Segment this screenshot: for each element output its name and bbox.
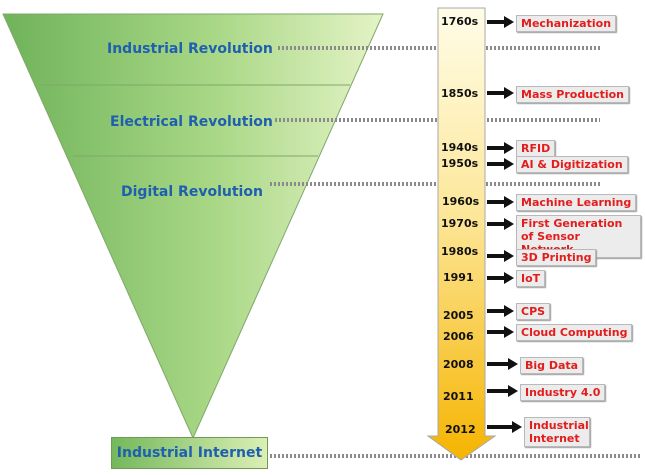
timeline-year: 1940s — [441, 141, 479, 154]
connector-arrowhead — [504, 16, 514, 28]
connector-arrowhead — [504, 272, 514, 284]
revolution-label-industrial: Industrial Revolution — [107, 41, 273, 57]
event-label-iot: IoT — [516, 270, 546, 287]
timeline-year: 2005 — [443, 309, 474, 322]
connector-arrowhead — [504, 250, 514, 262]
connector-arrowhead — [504, 305, 514, 317]
revolution-label-digital: Digital Revolution — [121, 184, 263, 200]
event-label-machine-learning: Machine Learning — [516, 194, 637, 211]
timeline-year: 1960s — [442, 195, 480, 208]
connector-arrowhead — [508, 385, 518, 397]
connector-arrowhead — [508, 358, 518, 370]
timeline-year: 2011 — [443, 390, 474, 403]
event-label-ai-digitization: AI & Digitization — [516, 156, 628, 173]
timeline-year: 1991 — [443, 271, 474, 284]
connector-arrowhead — [504, 218, 514, 230]
event-label-industrial-internet: Industrial Internet — [524, 417, 590, 447]
event-connectors — [487, 16, 522, 433]
connector-arrowhead — [512, 421, 522, 433]
event-label-industry-4-0: Industry 4.0 — [520, 384, 606, 401]
timeline-year: 1950s — [441, 157, 479, 170]
event-label-mass-production: Mass Production — [516, 86, 629, 103]
timeline-year: 1980s — [441, 245, 479, 258]
timeline-year: 1970s — [441, 217, 479, 230]
timeline-year: 1760s — [441, 15, 479, 28]
revolution-funnel — [2, 13, 384, 440]
event-label-rfid: RFID — [516, 140, 556, 157]
timeline-year: 1850s — [441, 87, 479, 100]
timeline-year: 2008 — [443, 358, 474, 371]
industrial-internet-label: Industrial Internet — [116, 445, 263, 461]
connector-arrowhead — [504, 158, 514, 170]
event-label-big-data: Big Data — [520, 357, 584, 374]
event-label-3d-printing: 3D Printing — [516, 249, 597, 266]
industrial-internet-box: Industrial Internet — [111, 437, 268, 469]
timeline-year: 2012 — [445, 423, 476, 436]
event-label-cloud-computing: Cloud Computing — [516, 324, 633, 341]
connector-arrowhead — [504, 196, 514, 208]
connector-arrowhead — [504, 326, 514, 338]
timeline-year: 2006 — [443, 330, 474, 343]
event-label-cps: CPS — [516, 303, 551, 320]
event-label-mechanization: Mechanization — [516, 15, 617, 32]
timeline-arrow — [426, 7, 497, 461]
connector-arrowhead — [504, 87, 514, 99]
revolution-label-electrical: Electrical Revolution — [110, 114, 273, 130]
connector-arrowhead — [504, 142, 514, 154]
